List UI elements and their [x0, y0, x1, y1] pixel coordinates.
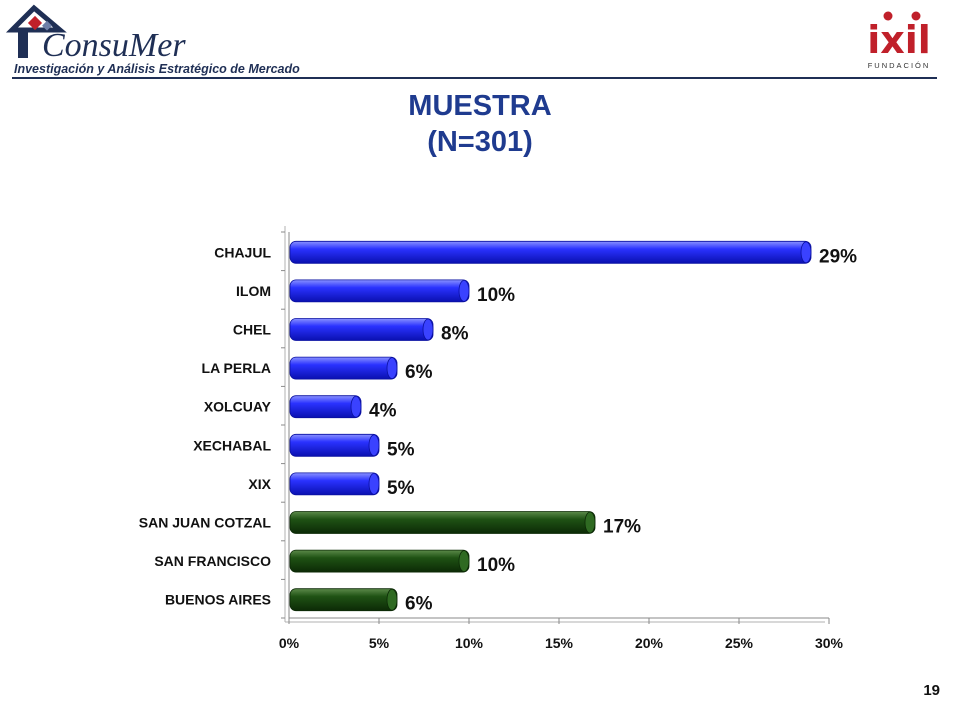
chart-title-line1: MUESTRA	[408, 90, 552, 122]
value-label: 10%	[477, 555, 515, 576]
brand-name: ConsuMer	[42, 27, 186, 64]
category-label: XECHABAL	[193, 437, 271, 453]
diamond-icon	[27, 15, 43, 31]
category-label: SAN JUAN COTZAL	[139, 515, 272, 531]
x-tick-label: 5%	[369, 635, 390, 651]
fund-logo-subtext: FUNDACIÓN	[868, 61, 931, 70]
x-tick-label: 20%	[635, 635, 664, 651]
x-tick-label: 30%	[815, 635, 844, 651]
value-label: 17%	[603, 517, 641, 538]
value-label: 5%	[387, 439, 415, 460]
value-label: 29%	[819, 246, 857, 267]
bar-buenos-aires	[289, 588, 398, 612]
bar-san-francisco	[289, 549, 470, 573]
category-label: XOLCUAY	[204, 399, 272, 415]
bar-la-perla	[289, 356, 398, 380]
category-label: ILOM	[236, 283, 271, 299]
category-label: LA PERLA	[202, 360, 271, 376]
x-tick-label: 10%	[455, 635, 484, 651]
bar-chajul	[289, 240, 812, 264]
consumer-logo: ConsuMer Investigación y Análisis Estrat…	[5, 4, 300, 76]
value-label: 8%	[441, 324, 469, 345]
value-label: 4%	[369, 401, 397, 422]
x-tick-label: 0%	[279, 635, 300, 651]
category-label: SAN FRANCISCO	[154, 553, 271, 569]
x-tick-label: 25%	[725, 635, 754, 651]
x-tick-label: 15%	[545, 635, 574, 651]
value-label: 5%	[387, 478, 415, 499]
value-label: 6%	[405, 594, 433, 615]
roof-icon	[5, 4, 67, 33]
bar-chel	[289, 318, 434, 341]
category-label: XIX	[248, 476, 271, 492]
fundacion-ixil-logo: ixil FUNDACIÓN	[867, 11, 931, 70]
brand-tagline: Investigación y Análisis Estratégico de …	[14, 62, 300, 76]
category-label: CHAJUL	[214, 244, 271, 260]
bar-san-juan-cotzal	[289, 511, 596, 534]
bar-ilom	[289, 279, 470, 303]
chart-title-line2: (N=301)	[427, 126, 533, 158]
bar-xix	[289, 472, 380, 496]
value-label: 6%	[405, 362, 433, 383]
category-label: BUENOS AIRES	[165, 592, 271, 608]
page-number: 19	[923, 682, 940, 699]
bar-xolcuay	[289, 395, 362, 419]
value-label: 10%	[477, 285, 515, 306]
category-label: CHEL	[233, 322, 272, 338]
fund-logo-text: ixil	[867, 18, 931, 62]
bar-xechabal	[289, 433, 380, 457]
header-divider	[12, 77, 937, 79]
